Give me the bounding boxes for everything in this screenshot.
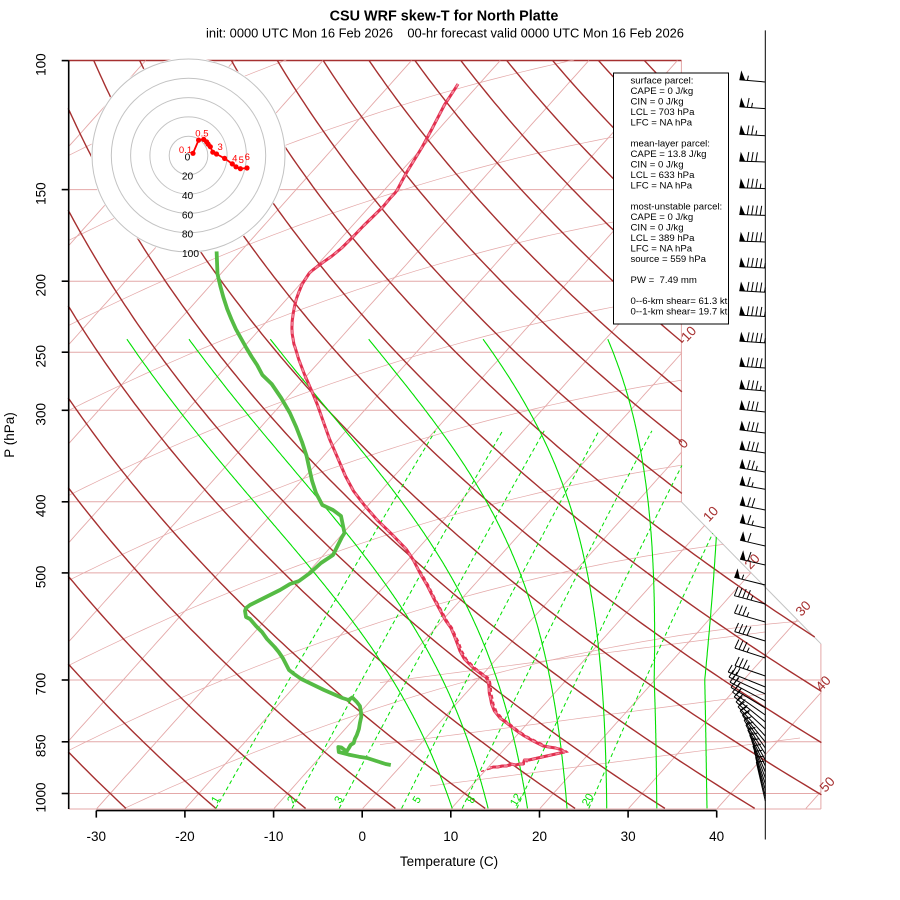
svg-text:20: 20 [532,829,547,844]
svg-text:5: 5 [239,155,244,166]
svg-text:LCL = 703 hPa: LCL = 703 hPa [631,107,696,118]
svg-text:CIN = 0 J/kg: CIN = 0 J/kg [631,97,684,108]
svg-text:most-unstable parcel:: most-unstable parcel: [631,202,723,213]
svg-text:LCL = 389 hPa: LCL = 389 hPa [631,233,696,244]
svg-text:4: 4 [232,154,237,165]
svg-text:LFC = NA hPa: LFC = NA hPa [631,244,693,255]
svg-text:50: 50 [817,774,838,795]
svg-text:LFC = NA hPa: LFC = NA hPa [631,118,693,129]
svg-text:60: 60 [182,210,194,221]
svg-text:150: 150 [34,182,49,205]
svg-text:100: 100 [182,249,199,260]
svg-text:P (hPa): P (hPa) [2,412,17,458]
svg-text:LFC = NA hPa: LFC = NA hPa [631,181,693,192]
svg-text:source = 559 hPa: source = 559 hPa [631,254,707,265]
svg-text:250: 250 [34,345,49,368]
svg-text:20: 20 [580,792,597,809]
svg-text:2: 2 [285,794,298,805]
svg-text:CIN = 0 J/kg: CIN = 0 J/kg [631,223,684,234]
svg-text:0--1-km shear= 19.7 kt: 0--1-km shear= 19.7 kt [631,307,728,318]
svg-text:10: 10 [443,829,458,844]
svg-text:surface parcel:: surface parcel: [631,76,694,87]
svg-text:LCL = 633 hPa: LCL = 633 hPa [631,170,696,181]
svg-text:1000: 1000 [34,782,49,812]
svg-text:0: 0 [358,829,366,844]
svg-text:0.5: 0.5 [195,129,208,140]
svg-text:300: 300 [34,403,49,426]
svg-text:mean-layer parcel:: mean-layer parcel: [631,139,710,150]
svg-text:PW = 7.49 mm: PW = 7.49 mm [631,275,697,286]
svg-text:3: 3 [218,142,223,153]
svg-text:12: 12 [508,792,525,809]
svg-text:40: 40 [709,829,724,844]
svg-text:700: 700 [34,673,49,696]
svg-text:40: 40 [182,191,194,202]
svg-text:CAPE = 0 J/kg: CAPE = 0 J/kg [631,86,694,97]
svg-text:6: 6 [245,152,250,163]
svg-text:Temperature (C): Temperature (C) [400,854,498,869]
svg-text:3: 3 [332,794,345,805]
svg-text:-30: -30 [87,829,107,844]
svg-text:500: 500 [34,566,49,589]
svg-text:30: 30 [621,829,636,844]
svg-text:80: 80 [182,230,194,241]
svg-text:8: 8 [465,794,478,805]
svg-text:1: 1 [209,794,222,805]
svg-text:5: 5 [411,794,424,805]
svg-text:30: 30 [793,598,814,619]
svg-text:20: 20 [742,551,763,572]
svg-text:CIN = 0 J/kg: CIN = 0 J/kg [631,160,684,171]
svg-text:init: 0000 UTC Mon 16 Feb 2026: init: 0000 UTC Mon 16 Feb 2026 00-hr for… [206,26,684,41]
svg-text:-10: -10 [264,829,284,844]
svg-text:CAPE = 13.8 J/kg: CAPE = 13.8 J/kg [631,149,707,160]
svg-text:20: 20 [182,172,194,183]
svg-text:0.1: 0.1 [179,145,192,156]
svg-text:CSU WRF skew-T for North Platt: CSU WRF skew-T for North Platte [330,9,559,25]
svg-text:100: 100 [34,53,49,76]
svg-text:200: 200 [34,274,49,297]
svg-text:-20: -20 [175,829,195,844]
svg-text:850: 850 [34,735,49,758]
svg-text:0: 0 [185,152,191,163]
svg-text:400: 400 [34,495,49,518]
svg-text:CAPE = 0 J/kg: CAPE = 0 J/kg [631,212,694,223]
svg-text:40: 40 [813,673,834,694]
svg-text:10: 10 [700,503,721,524]
svg-text:0--6-km shear= 61.3 kt: 0--6-km shear= 61.3 kt [631,296,728,307]
